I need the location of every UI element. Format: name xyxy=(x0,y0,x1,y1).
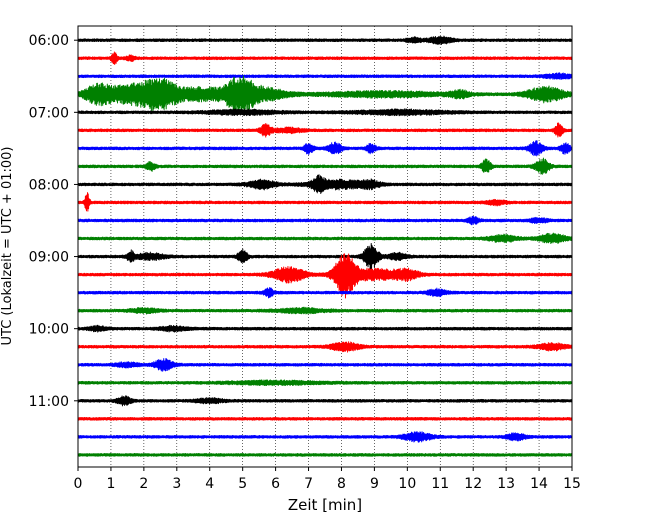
y-tick-label-5: 11:00 xyxy=(29,394,69,410)
x-tick-label-11: 11 xyxy=(431,476,449,492)
y-axis-ticks: 06:00 07:00 08:00 09:00 10:00 11:00 xyxy=(29,33,78,410)
x-tick-label-4: 4 xyxy=(205,476,214,492)
x-tick-label-0: 0 xyxy=(74,476,83,492)
trace-0615 xyxy=(78,52,572,64)
trace-1030 xyxy=(78,359,572,372)
x-tick-label-13: 13 xyxy=(497,476,515,492)
y-tick-label-0: 06:00 xyxy=(29,33,69,49)
trace-0945 xyxy=(78,307,572,314)
x-tick-label-2: 2 xyxy=(139,476,148,492)
x-tick-label-5: 5 xyxy=(238,476,247,492)
x-tick-label-14: 14 xyxy=(530,476,548,492)
trace-0730 xyxy=(78,141,572,156)
x-tick-label-15: 15 xyxy=(563,476,581,492)
trace-1145 xyxy=(78,454,572,457)
x-axis-ticks: 0 1 2 3 4 5 6 7 8 9 10 11 12 13 14 15 xyxy=(74,467,581,492)
x-tick-label-9: 9 xyxy=(370,476,379,492)
trace-0700 xyxy=(78,109,572,116)
trace-1000 xyxy=(78,325,572,332)
x-tick-label-6: 6 xyxy=(271,476,280,492)
trace-1045 xyxy=(78,380,572,386)
y-tick-label-3: 09:00 xyxy=(29,250,69,266)
trace-0600 xyxy=(78,36,572,44)
x-tick-label-12: 12 xyxy=(464,476,482,492)
y-axis-label: UTC (Lokalzeit = UTC + 01:00) xyxy=(0,147,15,346)
trace-0645 xyxy=(78,76,572,114)
trace-0745 xyxy=(78,158,572,174)
y-tick-label-4: 10:00 xyxy=(29,322,69,338)
y-tick-label-2: 08:00 xyxy=(29,177,69,193)
trace-0800 xyxy=(78,175,572,194)
trace-0630 xyxy=(78,73,572,80)
x-tick-label-7: 7 xyxy=(304,476,313,492)
x-tick-label-8: 8 xyxy=(337,476,346,492)
trace-1130 xyxy=(78,432,572,443)
trace-0845 xyxy=(78,233,572,243)
trace-0715 xyxy=(78,123,572,137)
trace-0830 xyxy=(78,216,572,224)
trace-1115 xyxy=(78,417,572,420)
y-tick-label-1: 07:00 xyxy=(29,105,69,121)
x-tick-label-1: 1 xyxy=(106,476,115,492)
x-tick-label-10: 10 xyxy=(398,476,416,492)
x-axis-label: Zeit [min] xyxy=(288,496,362,514)
trace-0900 xyxy=(78,244,572,270)
trace-lines xyxy=(78,36,572,456)
trace-0815 xyxy=(78,193,572,212)
trace-0930 xyxy=(78,288,572,298)
trace-1100 xyxy=(78,396,572,406)
trace-1015 xyxy=(78,342,572,352)
x-tick-label-3: 3 xyxy=(172,476,181,492)
